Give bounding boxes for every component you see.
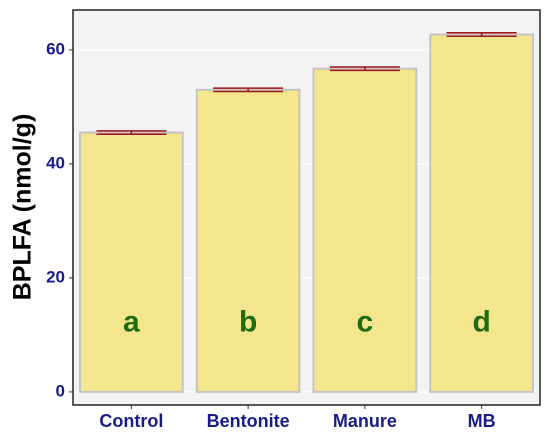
x-tick-label: Control [99,411,163,431]
x-tick-label: MB [468,411,496,431]
bar [312,67,418,393]
significance-letter: b [239,305,257,338]
significance-letter: a [123,305,140,338]
significance-letter: c [357,305,374,338]
y-tick-label: 0 [56,381,65,400]
y-axis-label: BPLFA (nmol/g) [9,114,37,301]
bar [429,33,534,393]
plot-border [72,9,541,406]
y-tick-label: 60 [46,39,65,58]
significance-letter: d [472,305,490,338]
bar [195,88,301,393]
y-tick-label: 40 [46,153,65,172]
bar [79,131,184,393]
x-tick-label: Bentonite [207,411,290,431]
x-tick-label: Manure [333,411,397,431]
y-tick-label: 20 [46,267,65,286]
